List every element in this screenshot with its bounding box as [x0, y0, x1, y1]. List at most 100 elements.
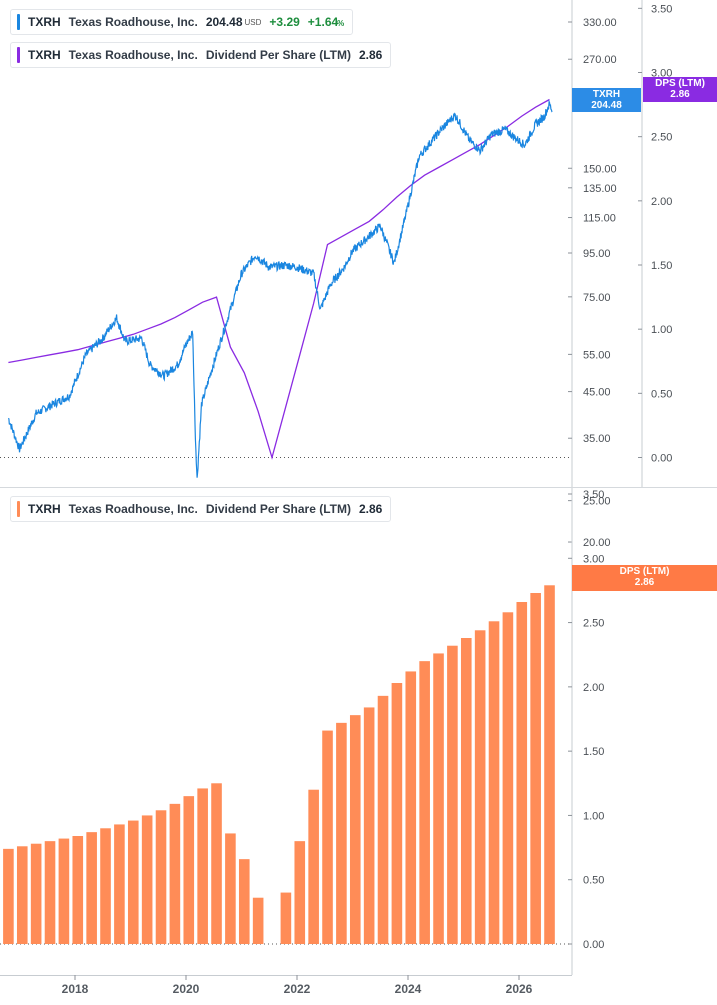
dps-tag-label: DPS (LTM) [619, 566, 670, 577]
price-tag: TXRH 204.48 [572, 88, 641, 112]
dps-bar [294, 841, 306, 944]
legend-change-pct: +1.64% [308, 15, 345, 29]
dps-bar [308, 789, 319, 944]
dps-line [8, 98, 550, 460]
dps-tick-label: 3.50 [651, 3, 672, 15]
legend-ticker: TXRH [28, 48, 61, 62]
dps-tick-label: 0.50 [651, 388, 672, 400]
dps-bars [3, 585, 555, 944]
legend-company: Texas Roadhouse, Inc. [68, 15, 198, 29]
price-tick-label: 270.00 [583, 54, 617, 66]
dps-bar [225, 833, 236, 944]
x-axis: 2018 2020 2022 2024 2026 [0, 975, 572, 996]
price-tag-value: 204.48 [591, 100, 622, 111]
dps-bar [72, 836, 84, 944]
x-tick-label: 2020 [173, 982, 200, 996]
dps-bar [169, 803, 181, 944]
legend-ticker: TXRH [28, 15, 61, 29]
dps-tag-value: 2.86 [670, 89, 690, 100]
dps-legend-bottom[interactable]: TXRH Texas Roadhouse, Inc. Dividend Per … [10, 496, 392, 522]
dps-bar [252, 897, 264, 944]
legend-value: 2.86 [358, 48, 383, 62]
dps-bar [280, 892, 292, 944]
price-tick-label: 330.00 [583, 17, 617, 29]
dps-bar [322, 730, 333, 944]
price-tag-ticker: TXRH [592, 89, 621, 100]
price-tick-label: 45.00 [583, 387, 611, 399]
dps-bar [155, 810, 167, 944]
price-tick-label: 35.00 [583, 433, 611, 445]
legend-value: 2.86 [358, 502, 383, 516]
dps-tick-label: 2.50 [651, 132, 672, 144]
dps-bar [391, 683, 403, 944]
price-tick-label: 55.00 [583, 349, 611, 361]
dps-bar [363, 707, 375, 944]
legend-company: Texas Roadhouse, Inc. [68, 48, 198, 62]
dps-tick-label: 1.00 [651, 324, 672, 336]
dps-bar [44, 841, 56, 944]
x-tick-label: 2024 [395, 982, 422, 996]
dps-bar [349, 715, 361, 944]
bar-tick-label: 1.00 [583, 810, 604, 822]
dps-bar [183, 796, 195, 944]
dps-bar [544, 585, 555, 944]
dps-tag-label: DPS (LTM) [655, 78, 705, 89]
dps-bar [336, 722, 347, 944]
bar-tick-label: 3.50 [583, 489, 604, 501]
price-legend[interactable]: TXRH Texas Roadhouse, Inc. 204.48 USD +3… [10, 9, 354, 35]
dps-bar [377, 695, 389, 944]
legend-ticker: TXRH [28, 502, 61, 516]
dps-tick-label: 0.00 [651, 453, 672, 465]
dps-bar [474, 630, 486, 944]
dps-bar [447, 645, 458, 944]
bar-tick-label: 2.00 [583, 682, 604, 694]
legend-currency: USD [244, 17, 262, 27]
dps-bar [502, 612, 514, 944]
dps-bar [488, 621, 500, 944]
bar-tick-label: 3.00 [583, 553, 604, 565]
price-tick-label: 75.00 [583, 292, 611, 304]
dps-bar [114, 824, 125, 944]
bar-tick-label: 0.00 [583, 939, 604, 951]
dps-bar [197, 788, 208, 944]
price-tick-label: 25.00 [583, 496, 611, 508]
price-tick-label: 20.00 [583, 537, 611, 549]
dps-tag-top: DPS (LTM) 2.86 [643, 77, 717, 102]
x-tick-label: 2022 [284, 982, 311, 996]
price-tick-label: 150.00 [583, 163, 617, 175]
bar-tick-label: 2.50 [583, 618, 604, 630]
dps-tick-label: 3.00 [651, 68, 672, 80]
dps-bar [405, 671, 417, 944]
dps-bar [516, 602, 528, 944]
legend-metric: Dividend Per Share (LTM) [205, 48, 351, 62]
dps-bar [530, 593, 541, 944]
dps-bar [238, 859, 250, 944]
price-swatch [17, 14, 20, 30]
legend-price: 204.48 [205, 15, 243, 29]
price-tick-label: 135.00 [583, 183, 617, 195]
dps-bar [58, 838, 70, 944]
dps-tag-value: 2.86 [634, 577, 655, 588]
dps-swatch [17, 47, 20, 63]
dps-bar [433, 653, 444, 944]
dps-legend-top[interactable]: TXRH Texas Roadhouse, Inc. Dividend Per … [10, 42, 392, 68]
dps-bar [30, 843, 42, 944]
legend-company: Texas Roadhouse, Inc. [68, 502, 198, 516]
price-line [7, 99, 553, 478]
price-tick-label: 115.00 [583, 213, 616, 225]
dps-tag-bottom: DPS (LTM) 2.86 [572, 565, 717, 591]
dps-bar [460, 638, 472, 944]
dps-tick-label: 2.00 [651, 196, 672, 208]
legend-change-pct-value: +1.64 [307, 15, 339, 29]
dps-bar [3, 848, 14, 944]
top-panel-axes: 20.00 25.00 35.00 45.00 55.00 75.00 95.00 115.0… [0, 0, 717, 549]
legend-pct-sign: % [337, 19, 345, 28]
dps-bar [419, 661, 430, 944]
legend-change: +3.29 [269, 15, 300, 29]
x-tick-label: 2018 [62, 982, 89, 996]
price-tick-label: 95.00 [583, 248, 611, 260]
legend-metric: Dividend Per Share (LTM) [205, 502, 351, 516]
dps-bar [86, 832, 97, 944]
bar-tick-label: 0.50 [583, 875, 604, 887]
